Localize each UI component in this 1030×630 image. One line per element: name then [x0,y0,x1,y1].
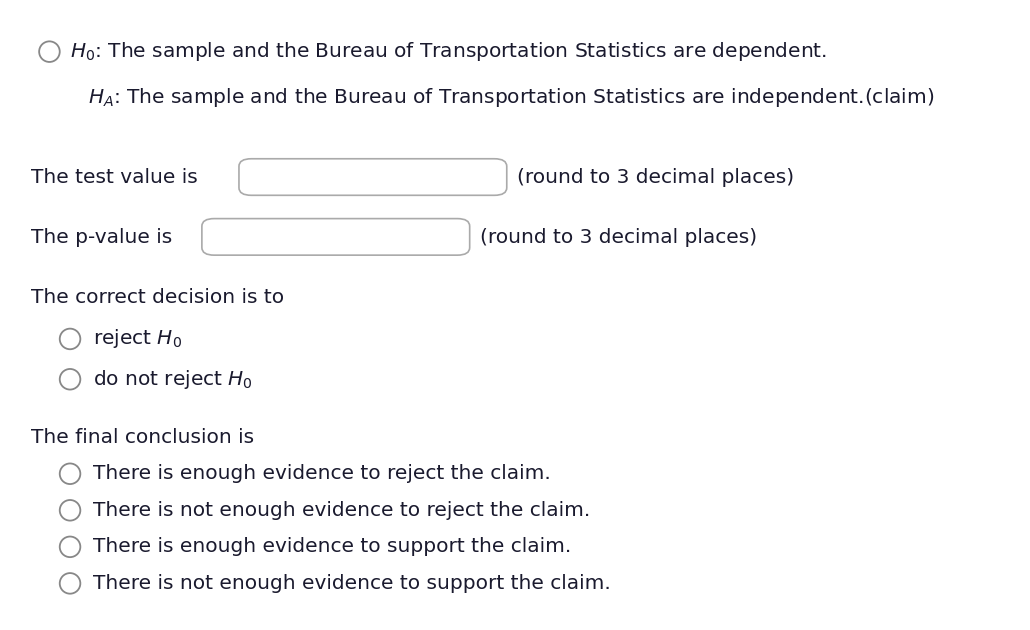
Text: The final conclusion is: The final conclusion is [31,428,254,447]
Text: There is enough evidence to support the claim.: There is enough evidence to support the … [93,537,571,556]
Text: There is enough evidence to reject the claim.: There is enough evidence to reject the c… [93,464,550,483]
Text: (round to 3 decimal places): (round to 3 decimal places) [517,168,794,187]
Text: The correct decision is to: The correct decision is to [31,288,284,307]
FancyBboxPatch shape [239,159,507,195]
Text: There is not enough evidence to support the claim.: There is not enough evidence to support … [93,574,611,593]
Text: The p-value is: The p-value is [31,228,172,247]
Text: $H_0$: The sample and the Bureau of Transportation Statistics are dependent.: $H_0$: The sample and the Bureau of Tran… [70,40,827,63]
Text: do not reject $H_0$: do not reject $H_0$ [93,368,252,391]
Text: $H_A$: The sample and the Bureau of Transportation Statistics are independent.(c: $H_A$: The sample and the Bureau of Tran… [88,86,934,109]
FancyBboxPatch shape [202,219,470,255]
Text: (round to 3 decimal places): (round to 3 decimal places) [480,228,757,247]
Text: There is not enough evidence to reject the claim.: There is not enough evidence to reject t… [93,501,590,520]
Text: reject $H_0$: reject $H_0$ [93,328,181,350]
Text: The test value is: The test value is [31,168,198,187]
